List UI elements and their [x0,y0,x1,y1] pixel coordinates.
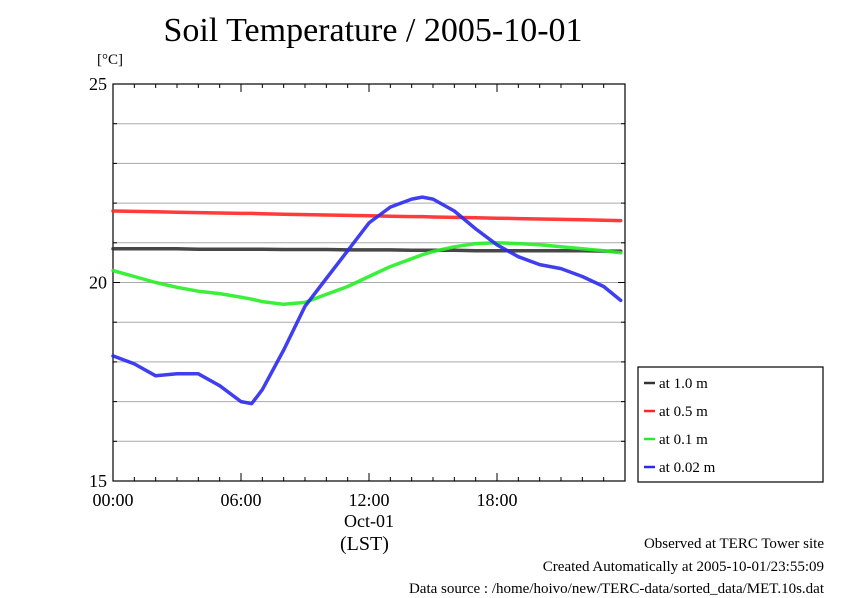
chart-title: Soil Temperature / 2005-10-01 [163,12,583,49]
x-tick-label: 18:00 [476,490,517,510]
y-tick-label: 25 [89,74,107,94]
x-tick-label: 06:00 [220,490,261,510]
legend-label: at 0.5 m [659,404,708,420]
y-tick-label: 20 [89,273,107,293]
series-line-at-0-02-m [111,195,623,406]
x-date-label: Oct-01 [344,511,394,531]
x-axis-label: (LST) [340,533,389,555]
x-tick-label: 00:00 [92,490,133,510]
series-line-at-0-5-m [111,209,623,223]
data-source-note: Data source : /home/hoivo/new/TERC-data/… [408,581,824,597]
legend-box [637,366,824,483]
legend-label: at 1.0 m [659,376,708,392]
legend-label: at 0.02 m [659,460,716,476]
y-axis-unit: [°C] [97,52,123,68]
legend-label: at 0.1 m [659,432,708,448]
series-line-at-1-0-m [111,247,623,253]
series-line-at-0-1-m [111,241,623,307]
y-tick-label: 15 [89,471,107,491]
legend: at 1.0 m at 0.5 m at 0.1 m at 0.02 m [637,366,824,483]
site-note: Observed at TERC Tower site [643,536,824,552]
x-tick-label: 12:00 [348,490,389,510]
created-note: Created Automatically at 2005-10-01/23:5… [542,559,824,575]
